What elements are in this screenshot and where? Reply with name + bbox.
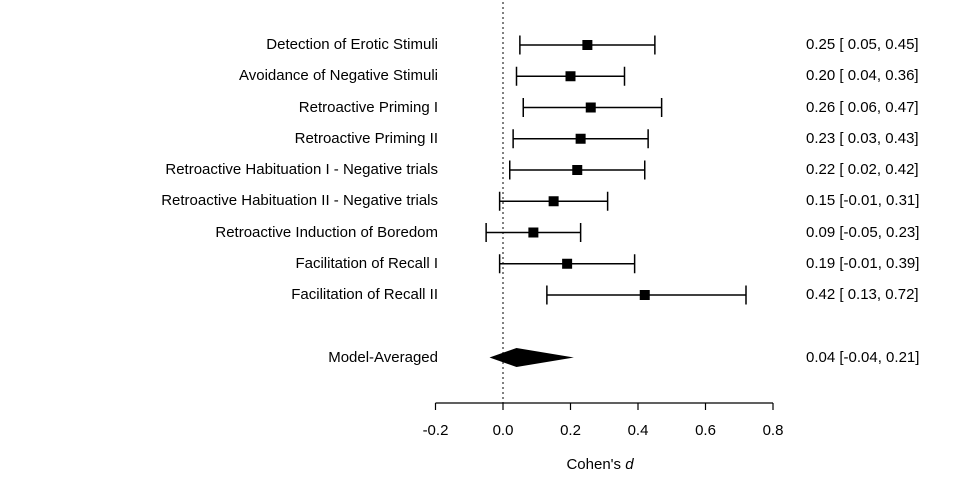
study-label: Retroactive Habituation I - Negative tri… (165, 161, 438, 178)
point-estimate-marker (582, 40, 593, 50)
x-axis-tick-label: -0.2 (422, 422, 449, 439)
study-label: Facilitation of Recall I (295, 254, 438, 272)
x-axis-tick-label: 0.6 (695, 422, 716, 439)
x-axis-title-text: Cohen's (566, 456, 626, 473)
study-annotation: 0.22 [ 0.02, 0.42] (806, 161, 919, 178)
summary-annotation: 0.04 [-0.04, 0.21] (806, 348, 920, 366)
point-estimate-marker (572, 165, 583, 175)
study-label: Retroactive Induction of Boredom (215, 223, 438, 241)
study-annotation: 0.15 [-0.01, 0.31] (806, 192, 920, 210)
x-axis-title: Cohen's d (500, 455, 700, 475)
study-annotation: 0.20 [ 0.04, 0.36] (806, 67, 919, 85)
x-axis-tick-label: 0.4 (627, 422, 649, 439)
study-label: Facilitation of Recall II (291, 286, 438, 303)
study-annotation: 0.09 [-0.05, 0.23] (806, 223, 920, 241)
point-estimate-marker (585, 102, 596, 113)
point-estimate-marker (562, 258, 573, 269)
study-annotation: 0.26 [ 0.06, 0.47] (806, 98, 919, 116)
point-estimate-marker (565, 71, 576, 82)
point-estimate-marker (548, 196, 559, 207)
study-annotation: 0.25 [ 0.05, 0.45] (806, 36, 919, 53)
x-axis-tick-label: 0.2 (560, 422, 581, 439)
study-annotation: 0.19 [-0.01, 0.39] (806, 254, 920, 272)
study-annotation: 0.23 [ 0.03, 0.43] (806, 129, 919, 147)
x-axis-tick-label: 0.8 (762, 422, 784, 439)
study-label: Retroactive Priming II (294, 129, 438, 147)
point-estimate-marker (528, 227, 539, 238)
study-annotation: 0.42 [ 0.13, 0.72] (806, 286, 919, 303)
study-label: Retroactive Habituation II - Negative tr… (161, 192, 438, 210)
study-label: Detection of Erotic Stimuli (266, 36, 438, 53)
summary-label: Model-Averaged (328, 348, 438, 366)
summary-diamond (489, 348, 574, 367)
point-estimate-marker (639, 290, 650, 300)
x-axis-title-variable: d (625, 456, 634, 473)
x-axis-tick-label: 0.0 (492, 422, 514, 439)
study-label: Retroactive Priming I (298, 98, 438, 116)
point-estimate-marker (575, 133, 586, 144)
study-label: Avoidance of Negative Stimuli (239, 67, 438, 85)
